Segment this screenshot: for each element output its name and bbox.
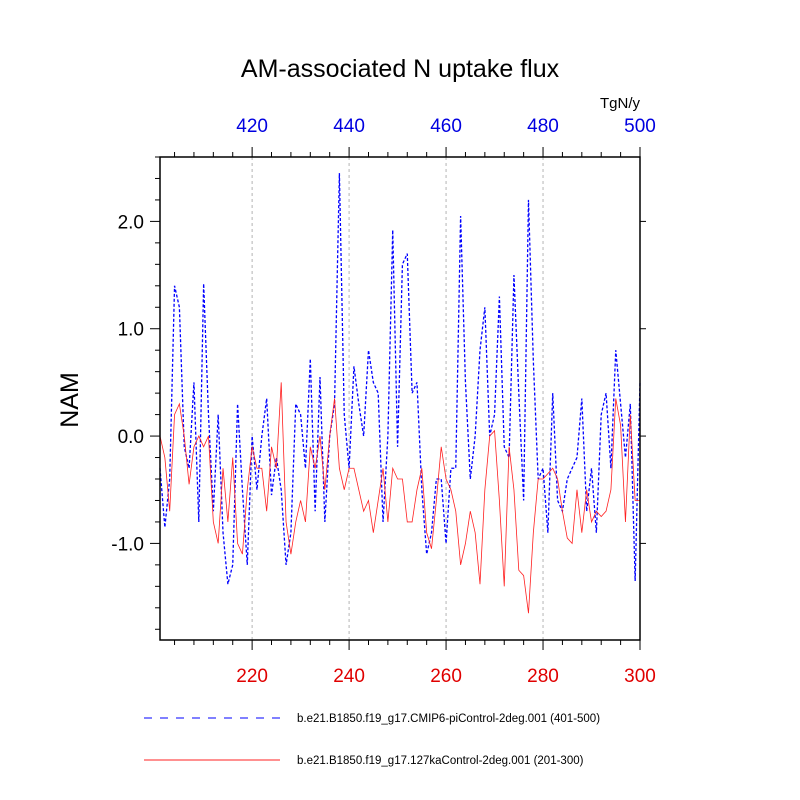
legend: b.e21.B1850.f19_g17.CMIP6-piControl-2deg… — [144, 713, 600, 767]
series-line-2 — [159, 382, 640, 614]
legend-label-1: b.e21.B1850.f19_g17.CMIP6-piControl-2deg… — [297, 713, 600, 725]
x-bottom-tick-label: 260 — [430, 666, 462, 687]
x-top-tick-label: 480 — [527, 116, 559, 137]
x-bottom-tick-label: 220 — [236, 666, 268, 687]
y-tick-label: -1.0 — [111, 534, 144, 555]
x-top-tick-label: 420 — [236, 116, 268, 137]
x-bottom-tick-label: 240 — [333, 666, 365, 687]
x-top-tick-label: 500 — [624, 116, 656, 137]
x-bottom-tick-label: 280 — [527, 666, 559, 687]
legend-label-2: b.e21.B1850.f19_g17.127kaControl-2deg.00… — [297, 755, 584, 767]
plot-frame — [159, 156, 641, 641]
series-line-1 — [159, 173, 641, 585]
y-tick-label: 2.0 — [118, 212, 144, 233]
y-tick-label: 0.0 — [118, 427, 144, 448]
plot-area: -1.0 0.0 1.0 2.0 220 240 260 280 300 420 440 460 480… — [111, 116, 656, 687]
x-bottom-tick-label: 300 — [624, 666, 656, 687]
chart-title: AM-associated N uptake flux — [241, 55, 560, 83]
units-label: TgN/y — [600, 95, 641, 112]
x-top-tick-label: 440 — [333, 116, 365, 137]
x-top-tick-label: 460 — [430, 116, 462, 137]
y-tick-label: 1.0 — [118, 320, 144, 341]
y-axis-label: NAM — [56, 372, 84, 428]
